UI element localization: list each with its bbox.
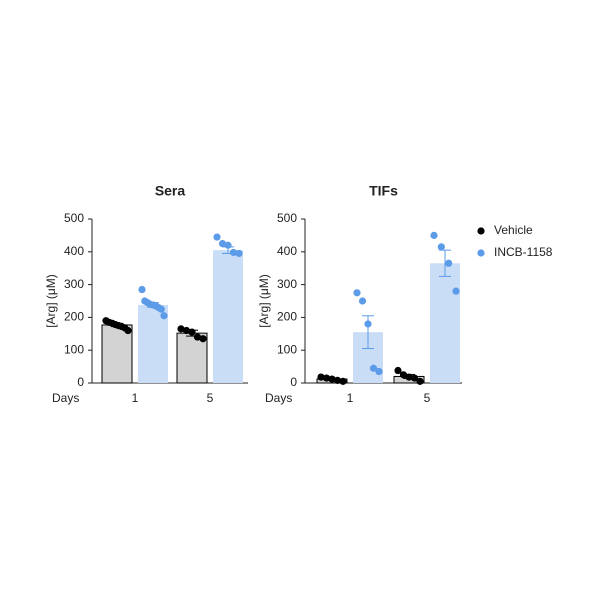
y-tick-label: 500 [277,211,297,225]
data-point [224,241,232,249]
data-point [445,259,453,267]
chart-title: TIFs [369,183,398,199]
y-axis-label: [Arg] (μM) [44,274,58,328]
y-tick-label: 400 [277,244,297,258]
data-point [333,376,342,384]
data-point [399,371,408,379]
legend-marker [477,249,485,257]
data-point [353,289,361,297]
data-point [177,325,185,333]
legend-label: INCB-1158 [494,245,553,259]
y-tick-label: 100 [64,342,84,356]
data-point [369,364,378,372]
data-point [213,233,221,241]
data-point [193,333,202,341]
data-point [437,243,445,251]
data-point [358,297,367,305]
y-tick-label: 300 [277,277,297,291]
data-point [322,374,331,382]
data-point [375,367,383,376]
y-axis-label: [Arg] (μM) [257,274,271,328]
data-point [182,326,191,335]
data-point [328,375,336,383]
y-tick-label: 300 [64,277,84,291]
data-point [199,335,207,343]
data-point [452,287,460,295]
data-point [138,285,146,294]
x-tick-label: 1 [347,391,354,405]
data-point [124,326,132,335]
bar [101,324,133,384]
legend-label: Vehicle [494,223,533,237]
data-point [405,373,413,381]
data-point [317,373,325,381]
data-point [160,312,168,320]
bar [430,263,460,383]
data-point [339,377,347,385]
x-tick-label: 5 [207,391,214,405]
y-tick-label: 0 [290,375,297,389]
data-point [218,240,227,248]
y-tick-label: 400 [64,244,84,258]
legend-marker [477,227,485,235]
y-tick-label: 100 [277,342,297,356]
data-point [188,328,196,336]
y-tick-label: 200 [64,310,84,324]
data-point [394,366,402,375]
y-tick-label: 500 [64,211,84,225]
x-tick-label: 5 [424,391,431,405]
data-point [235,249,243,258]
data-point [157,305,165,313]
data-point [410,374,419,382]
x-tick-label: 1 [132,391,139,405]
x-axis-label: Days [265,391,292,405]
data-point [430,231,438,239]
y-tick-label: 200 [277,310,297,324]
data-point [229,248,238,257]
chart-title: Sera [155,183,186,199]
data-point [364,320,372,328]
y-tick-label: 0 [77,375,84,389]
data-point [416,377,424,385]
bar [213,250,243,383]
x-axis-label: Days [52,391,79,405]
